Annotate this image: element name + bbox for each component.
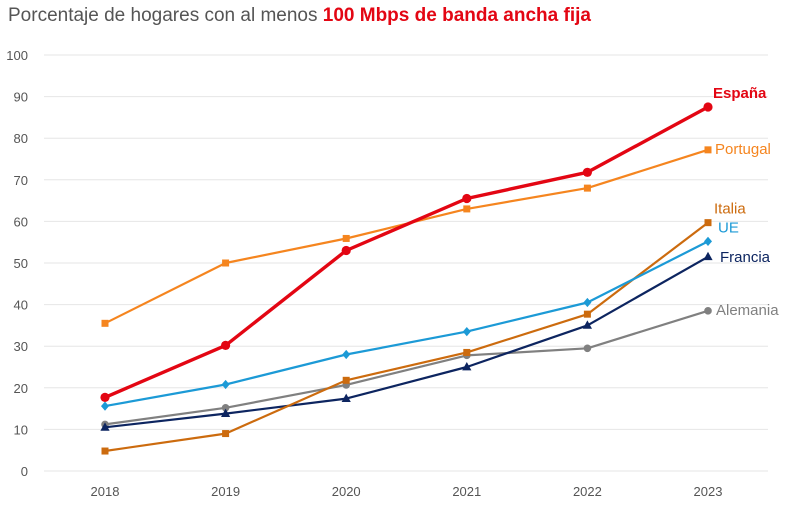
series-espana bbox=[100, 102, 713, 402]
data-point-francia bbox=[221, 408, 231, 417]
series-line-francia bbox=[104, 255, 709, 429]
data-point-ue bbox=[101, 401, 109, 411]
data-point-alemania bbox=[704, 307, 712, 315]
data-point-ue bbox=[462, 327, 471, 337]
series-label-espana: España bbox=[713, 85, 767, 102]
x-axis: 2018 2019 2020 2021 2022 2023 bbox=[91, 484, 723, 499]
data-point-italia bbox=[222, 430, 230, 438]
y-tick-label: 90 bbox=[14, 90, 28, 105]
data-point-alemania bbox=[583, 344, 592, 353]
x-tick-label: 2018 bbox=[91, 484, 120, 499]
data-point-ue bbox=[342, 349, 351, 360]
data-point-ue bbox=[583, 297, 592, 308]
x-tick-label: 2022 bbox=[573, 484, 602, 499]
data-point-ue bbox=[221, 379, 230, 390]
x-tick-label: 2021 bbox=[452, 484, 481, 499]
x-tick-label: 2023 bbox=[694, 484, 723, 499]
title-plain: Porcentaje de hogares con al menos bbox=[8, 5, 323, 26]
chart-title: Porcentaje de hogares con al menos 100 M… bbox=[8, 5, 591, 27]
y-tick-label: 60 bbox=[14, 214, 28, 229]
y-tick-label: 80 bbox=[14, 131, 28, 146]
data-point-italia bbox=[583, 310, 591, 318]
data-point-espana bbox=[221, 340, 231, 350]
data-point-francia bbox=[100, 422, 110, 431]
series-francia bbox=[100, 251, 713, 431]
y-tick-label: 10 bbox=[14, 422, 28, 437]
title-highlight: 100 Mbps de banda ancha fija bbox=[322, 5, 591, 26]
data-point-francia bbox=[462, 362, 472, 371]
y-tick-label: 30 bbox=[14, 339, 28, 354]
series-line-portugal bbox=[104, 148, 709, 325]
data-point-italia bbox=[342, 376, 350, 384]
y-tick-label: 70 bbox=[14, 173, 28, 188]
y-tick-label: 40 bbox=[14, 298, 28, 313]
series-line-italia bbox=[104, 221, 709, 453]
data-point-espana bbox=[582, 167, 593, 177]
data-point-espana bbox=[100, 392, 110, 402]
y-tick-label: 100 bbox=[6, 48, 28, 63]
series-label-portugal: Portugal bbox=[715, 141, 771, 158]
data-point-portugal bbox=[222, 259, 230, 267]
series-line-alemania bbox=[104, 309, 709, 426]
data-point-francia bbox=[703, 251, 713, 261]
data-point-espana bbox=[341, 245, 351, 256]
series-line-ue bbox=[104, 240, 709, 408]
series-italia bbox=[101, 219, 712, 455]
series-label-italia: Italia bbox=[714, 201, 746, 218]
data-point-portugal bbox=[342, 234, 350, 242]
gridlines bbox=[44, 54, 768, 472]
data-point-italia bbox=[463, 348, 471, 356]
x-tick-label: 2019 bbox=[211, 484, 240, 499]
data-point-portugal bbox=[463, 205, 471, 213]
y-tick-label: 20 bbox=[14, 381, 28, 396]
data-point-espana bbox=[462, 193, 472, 204]
y-axis: 0 10 20 30 40 50 60 70 80 90 100 bbox=[6, 48, 28, 479]
series-portugal bbox=[101, 146, 712, 327]
series-line-espana bbox=[104, 105, 709, 399]
series-ue bbox=[101, 236, 712, 411]
data-point-italia bbox=[704, 219, 712, 227]
series-label-ue: UE bbox=[718, 219, 739, 236]
data-point-francia bbox=[341, 393, 351, 403]
data-point-portugal bbox=[101, 319, 109, 327]
data-point-ue bbox=[704, 236, 712, 246]
data-point-francia bbox=[582, 320, 592, 329]
data-point-espana bbox=[703, 102, 713, 112]
data-point-portugal bbox=[704, 146, 712, 154]
y-tick-label: 50 bbox=[14, 256, 28, 271]
data-point-italia bbox=[101, 447, 109, 455]
data-point-portugal bbox=[583, 184, 591, 192]
series-lines bbox=[100, 102, 713, 455]
x-tick-label: 2020 bbox=[332, 484, 361, 499]
data-point-alemania bbox=[221, 403, 230, 412]
series-label-alemania: Alemania bbox=[716, 302, 779, 319]
y-tick-label: 0 bbox=[21, 464, 28, 479]
series-label-francia: Francia bbox=[720, 249, 771, 266]
series-alemania bbox=[101, 307, 712, 429]
